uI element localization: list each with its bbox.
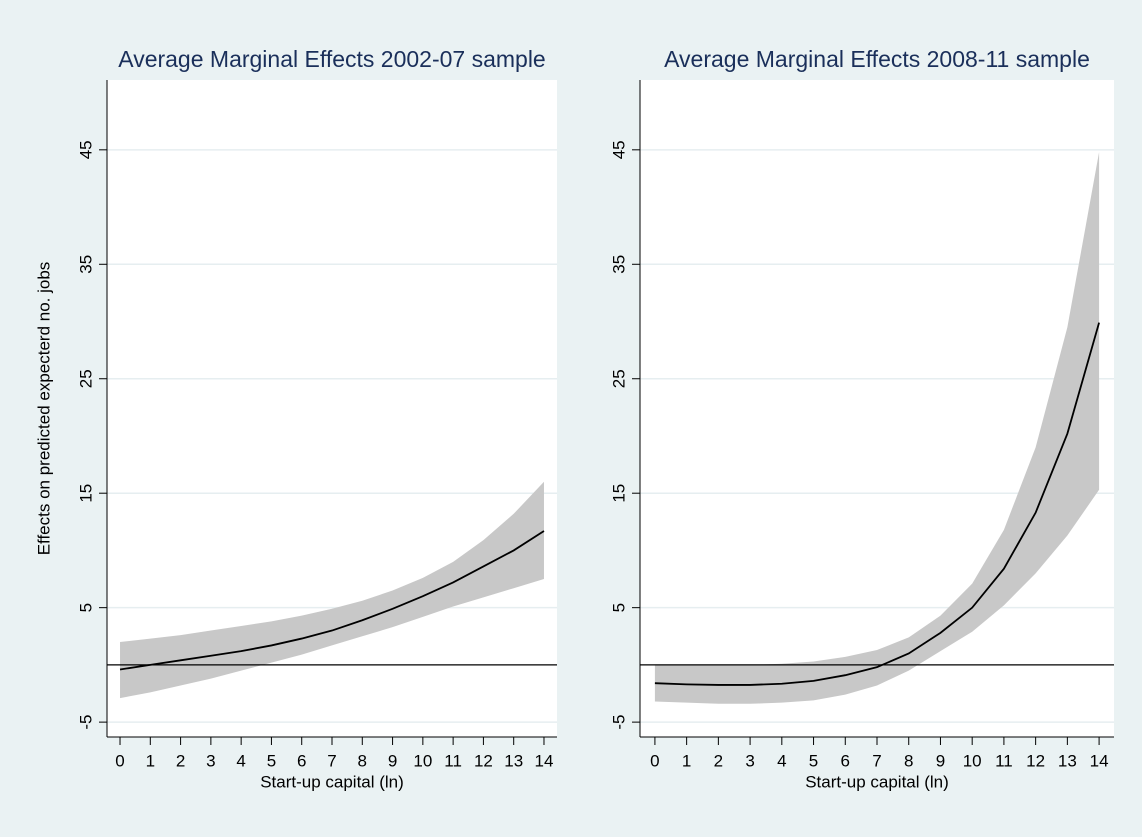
chart-title: Average Marginal Effects 2008-11 sample xyxy=(664,46,1090,72)
x-tick-label: 3 xyxy=(745,751,754,770)
x-tick-label: 11 xyxy=(444,751,462,770)
x-tick-label: 1 xyxy=(146,751,155,770)
chart-title: Average Marginal Effects 2002-07 sample xyxy=(118,46,545,72)
x-axis-label: Start-up capital (ln) xyxy=(260,772,404,791)
y-tick-label: 15 xyxy=(609,484,628,503)
y-tick-label: 5 xyxy=(76,603,95,612)
x-tick-label: 10 xyxy=(963,751,982,770)
line xyxy=(119,530,545,671)
x-tick-label: 8 xyxy=(358,751,367,770)
y-axis-label: Effects on predicted expecterd no. jobs xyxy=(34,262,53,556)
x-tick-label: 8 xyxy=(904,751,913,770)
x-tick-label: 14 xyxy=(535,751,554,770)
x-tick-label: 13 xyxy=(1058,751,1077,770)
x-tick-label: 13 xyxy=(504,751,523,770)
y-tick-label: 35 xyxy=(609,255,628,274)
x-tick-label: 5 xyxy=(267,751,276,770)
x-tick-label: 14 xyxy=(1090,751,1109,770)
y-tick-label: 35 xyxy=(76,255,95,274)
x-tick-label: 9 xyxy=(388,751,397,770)
y-tick-label: 25 xyxy=(609,369,628,388)
confidence-band xyxy=(654,152,1100,704)
x-tick-label: 1 xyxy=(682,751,691,770)
x-tick-label: 5 xyxy=(809,751,818,770)
y-tick-label: 5 xyxy=(609,603,628,612)
x-tick-label: 0 xyxy=(650,751,659,770)
x-tick-label: 0 xyxy=(115,751,124,770)
y-tick-label: 45 xyxy=(609,140,628,159)
y-tick-label: 15 xyxy=(76,484,95,503)
y-tick-label: 25 xyxy=(76,369,95,388)
confidence-band xyxy=(120,481,544,699)
x-tick-label: 4 xyxy=(777,751,786,770)
x-tick-label: 6 xyxy=(841,751,850,770)
x-tick-label: 10 xyxy=(413,751,432,770)
line xyxy=(654,322,1100,686)
x-tick-label: 6 xyxy=(297,751,306,770)
y-tick-label: -5 xyxy=(609,715,628,730)
x-tick-label: 12 xyxy=(1026,751,1045,770)
x-tick-label: 7 xyxy=(872,751,881,770)
y-tick-label: -5 xyxy=(76,715,95,730)
x-tick-label: 2 xyxy=(176,751,185,770)
plot-area xyxy=(640,80,1114,737)
x-tick-label: 12 xyxy=(474,751,493,770)
x-tick-label: 7 xyxy=(327,751,336,770)
x-tick-label: 3 xyxy=(206,751,215,770)
x-tick-label: 11 xyxy=(995,751,1013,770)
x-tick-label: 2 xyxy=(714,751,723,770)
x-tick-label: 9 xyxy=(936,751,945,770)
y-tick-label: 45 xyxy=(76,140,95,159)
x-tick-label: 4 xyxy=(236,751,245,770)
x-axis-label: Start-up capital (ln) xyxy=(805,772,949,791)
